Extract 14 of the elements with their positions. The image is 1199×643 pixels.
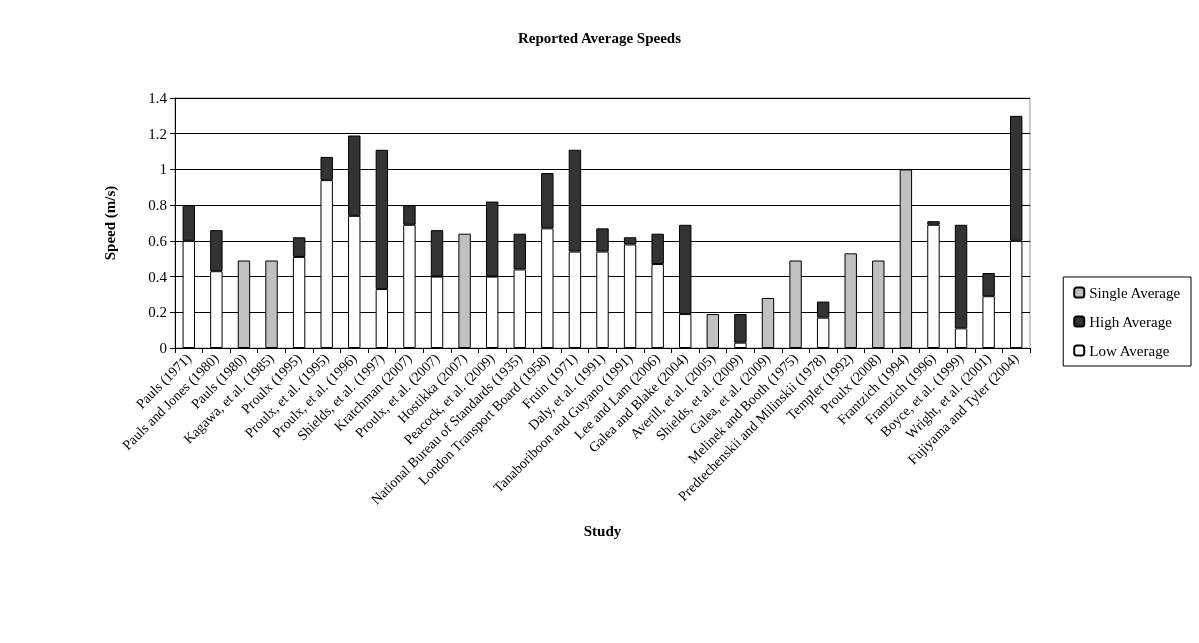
y-tick-label: 1 (159, 161, 167, 178)
y-tick-label: 0.6 (148, 232, 168, 249)
legend-label: Low Average (1089, 342, 1170, 359)
chart-title: Reported Average Speeds (517, 29, 682, 46)
y-tick-label: 1.2 (148, 125, 167, 142)
y-tick-label: 0.4 (148, 268, 168, 285)
y-tick-label: 0.8 (148, 197, 167, 214)
x-axis-title: Study (583, 522, 622, 539)
y-tick-label: 0.2 (148, 304, 167, 321)
legend-label: High Average (1089, 313, 1173, 330)
y-tick-label: 1.4 (148, 90, 168, 106)
y-axis-title: Speed (m/s) (101, 185, 119, 261)
legend-label: Single Average (1089, 284, 1181, 301)
y-tick-label: 0 (159, 340, 167, 356)
